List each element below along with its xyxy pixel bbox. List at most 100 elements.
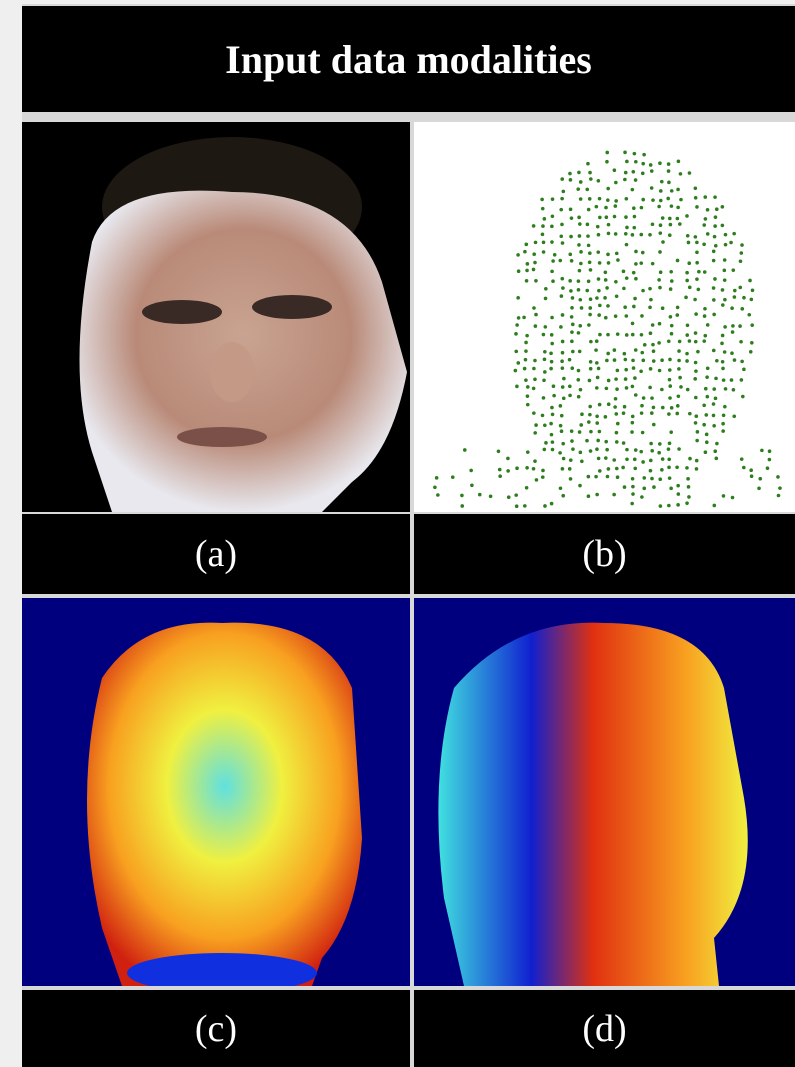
- cloud-point: [740, 251, 744, 255]
- cloud-point: [632, 305, 636, 309]
- cloud-point: [676, 404, 680, 408]
- cloud-point: [713, 277, 717, 281]
- cloud-point: [677, 447, 681, 451]
- cloud-point: [585, 289, 589, 293]
- cloud-point: [625, 457, 629, 461]
- cloud-point: [652, 349, 656, 353]
- cloud-point: [623, 178, 627, 182]
- cloud-point: [778, 486, 782, 490]
- cloud-point: [561, 494, 565, 498]
- cloud-point: [597, 179, 601, 183]
- cloud-point: [616, 258, 620, 262]
- cloud-point: [740, 378, 744, 382]
- cloud-point: [580, 412, 584, 416]
- cloud-point: [693, 298, 697, 302]
- cloud-point: [694, 421, 698, 425]
- cloud-point: [731, 330, 735, 334]
- cloud-point: [668, 396, 672, 400]
- cloud-point: [632, 226, 636, 230]
- cloud-point: [686, 477, 690, 481]
- cloud-point: [507, 495, 511, 499]
- cloud-point: [686, 388, 690, 392]
- cloud-point: [533, 378, 537, 382]
- cloud-point: [640, 411, 644, 415]
- cloud-point: [623, 151, 627, 155]
- cloud-point: [604, 206, 608, 210]
- cloud-point: [579, 262, 583, 266]
- cloud-point: [641, 251, 645, 255]
- cloud-point: [595, 386, 599, 390]
- cloud-point: [604, 278, 608, 282]
- cloud-point: [558, 451, 562, 455]
- rgb-image: [22, 122, 410, 512]
- cloud-point: [625, 197, 629, 201]
- cloud-point: [676, 188, 680, 192]
- cloud-point: [641, 198, 645, 202]
- cloud-point: [550, 240, 554, 244]
- cloud-point: [650, 449, 654, 453]
- cloud-point: [694, 312, 698, 316]
- cloud-point: [703, 195, 707, 199]
- cloud-point: [578, 430, 582, 434]
- cloud-point: [525, 269, 529, 273]
- cloud-point: [524, 243, 528, 247]
- cloud-point: [613, 348, 617, 352]
- cloud-point: [685, 333, 689, 337]
- cloud-point: [723, 278, 727, 282]
- cloud-point: [605, 215, 609, 219]
- cloud-point: [596, 225, 600, 229]
- cloud-point: [685, 279, 689, 283]
- cloud-point: [549, 422, 553, 426]
- cloud-point: [570, 315, 574, 319]
- cloud-point: [661, 240, 665, 244]
- cloud-point: [604, 316, 608, 320]
- cloud-point: [597, 313, 601, 317]
- cloud-point: [641, 162, 645, 166]
- cloud-point: [713, 235, 717, 239]
- cloud-point: [695, 205, 699, 209]
- cloud-point: [516, 296, 520, 300]
- cloud-point: [525, 334, 529, 338]
- cloud-point: [515, 466, 519, 470]
- cloud-point: [740, 457, 744, 461]
- cloud-point: [640, 314, 644, 318]
- cloud-point: [525, 486, 529, 490]
- cloud-point: [532, 411, 536, 415]
- cloud-point: [559, 234, 563, 238]
- cloud-point: [550, 342, 554, 346]
- cloud-point: [594, 348, 598, 352]
- cloud-point: [543, 370, 547, 374]
- cloud-point: [595, 296, 599, 300]
- cloud-point: [693, 377, 697, 381]
- cloud-point: [640, 404, 644, 408]
- cloud-point: [650, 169, 654, 173]
- cloud-point: [642, 153, 646, 157]
- cloud-point: [613, 168, 617, 172]
- cloud-point: [614, 280, 618, 284]
- cloud-point: [598, 197, 602, 201]
- cloud-point: [667, 169, 671, 173]
- cloud-point: [606, 198, 610, 202]
- cloud-point: [605, 387, 609, 391]
- cloud-point: [648, 386, 652, 390]
- cloud-point: [643, 343, 647, 347]
- cloud-point: [712, 313, 716, 317]
- cloud-point: [542, 333, 546, 337]
- cloud-point: [675, 412, 679, 416]
- cloud-point: [570, 259, 574, 263]
- cloud-point: [607, 402, 611, 406]
- cloud-point: [552, 384, 556, 388]
- cloud-point: [714, 215, 718, 219]
- cloud-point: [534, 423, 538, 427]
- cloud-point: [660, 180, 664, 184]
- cloud-point: [489, 495, 493, 499]
- cloud-point: [768, 449, 772, 453]
- cloud-point: [579, 423, 583, 427]
- cloud-point: [589, 449, 593, 453]
- cloud-point: [598, 304, 602, 308]
- cloud-point: [642, 487, 646, 491]
- cloud-point: [702, 223, 706, 227]
- cloud-point: [587, 494, 591, 498]
- cloud-point: [724, 233, 728, 237]
- cloud-point: [631, 322, 635, 326]
